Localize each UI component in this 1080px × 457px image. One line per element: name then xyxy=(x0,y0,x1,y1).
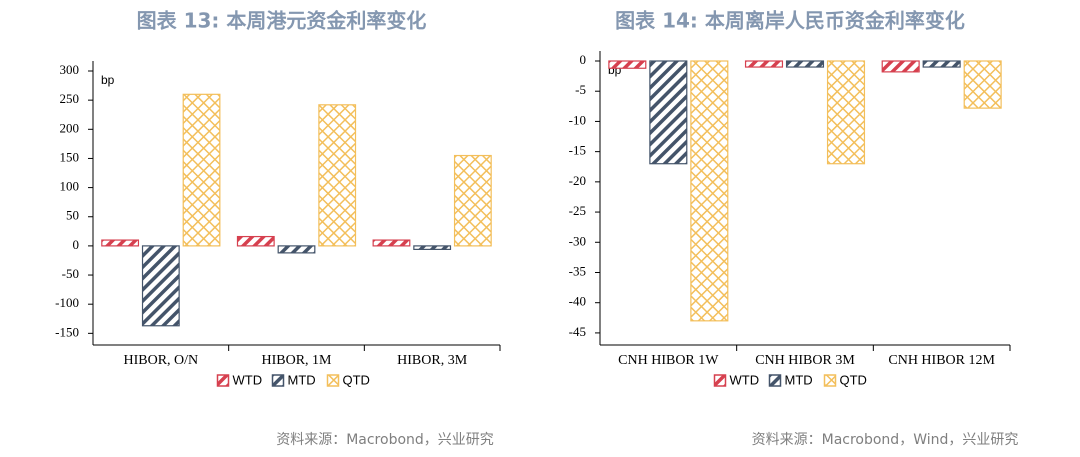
y-tick-label: -35 xyxy=(569,263,586,278)
y-tick-label: -50 xyxy=(62,266,79,281)
legend-icon xyxy=(768,374,782,387)
y-tick-label: -100 xyxy=(55,295,79,310)
x-tick-label: HIBOR, 1M xyxy=(261,353,332,368)
legend-label: WTD xyxy=(730,372,760,387)
legend-label: QTD xyxy=(840,372,867,387)
bar xyxy=(608,60,647,69)
bar xyxy=(413,245,452,250)
bar xyxy=(318,104,357,247)
y-tick-label: 250 xyxy=(60,91,80,106)
y-tick-label: -30 xyxy=(569,233,586,248)
source-note: 资料来源：Macrobond，兴业研究 xyxy=(276,432,494,448)
legend-label: QTD xyxy=(343,372,370,387)
y-tick-label: -10 xyxy=(569,112,586,127)
bar xyxy=(182,93,221,247)
x-tick-label: CNH HIBOR 1W xyxy=(618,353,719,368)
bar xyxy=(922,60,961,68)
bar xyxy=(690,60,729,322)
y-tick-label: 100 xyxy=(60,179,80,194)
legend-icon xyxy=(271,374,285,387)
bar xyxy=(453,154,492,247)
bar xyxy=(744,60,784,68)
legend-icon xyxy=(326,374,340,387)
unit-label: bp xyxy=(101,73,115,87)
bar xyxy=(826,60,866,165)
bar xyxy=(277,245,316,254)
chart-title: 图表 13: 本周港元资金利率变化 xyxy=(137,9,427,33)
chart-title: 图表 14: 本周离岸人民币资金利率变化 xyxy=(615,9,965,33)
legend-label: MTD xyxy=(785,372,813,387)
legend-icon xyxy=(713,374,727,387)
x-tick-label: CNH HIBOR 3M xyxy=(755,353,855,368)
bar xyxy=(101,239,140,247)
bar xyxy=(372,239,411,247)
bar xyxy=(236,235,275,247)
y-tick-label: -45 xyxy=(569,324,586,339)
y-tick-label: -40 xyxy=(569,294,586,309)
bar xyxy=(963,60,1002,109)
y-tick-label: -20 xyxy=(569,173,586,188)
source-note: 资料来源：Macrobond，Wind，兴业研究 xyxy=(752,432,1019,448)
legend-label: MTD xyxy=(288,372,316,387)
legend-label: WTD xyxy=(233,372,263,387)
x-tick-label: HIBOR, 3M xyxy=(397,353,468,368)
y-tick-label: 0 xyxy=(73,237,80,252)
y-tick-label: -25 xyxy=(569,203,586,218)
legend-icon xyxy=(216,374,230,387)
bar xyxy=(649,60,688,165)
y-tick-label: 50 xyxy=(66,208,79,223)
legend-icon xyxy=(823,374,837,387)
y-tick-label: 0 xyxy=(580,52,587,67)
y-tick-label: -150 xyxy=(55,324,79,339)
bar xyxy=(881,60,920,73)
x-tick-label: CNH HIBOR 12M xyxy=(888,353,995,368)
x-tick-label: HIBOR, O/N xyxy=(123,353,198,368)
y-tick-label: 200 xyxy=(60,120,80,135)
bar xyxy=(785,60,825,68)
bar xyxy=(141,245,180,327)
y-tick-label: 150 xyxy=(60,149,80,164)
y-tick-label: -5 xyxy=(575,82,586,97)
y-tick-label: -15 xyxy=(569,143,586,158)
y-tick-label: 300 xyxy=(60,62,80,77)
